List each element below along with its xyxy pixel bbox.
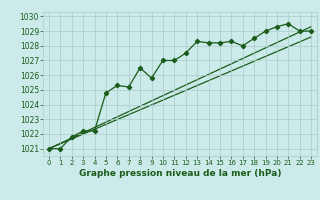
X-axis label: Graphe pression niveau de la mer (hPa): Graphe pression niveau de la mer (hPa) [79, 169, 281, 178]
